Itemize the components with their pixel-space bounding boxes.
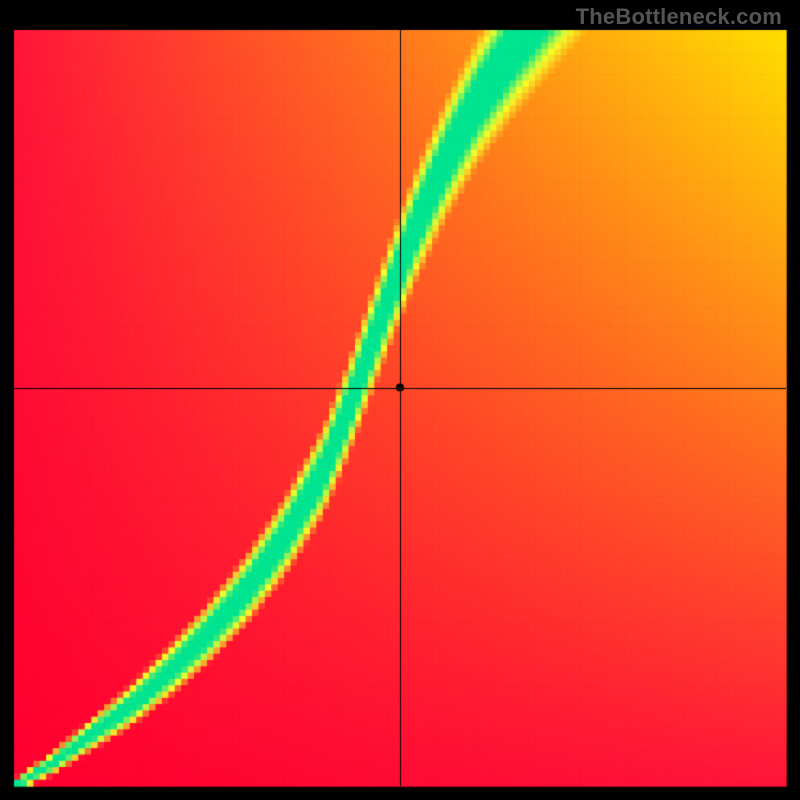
chart-container: TheBottleneck.com xyxy=(0,0,800,800)
bottleneck-heatmap xyxy=(0,0,800,800)
